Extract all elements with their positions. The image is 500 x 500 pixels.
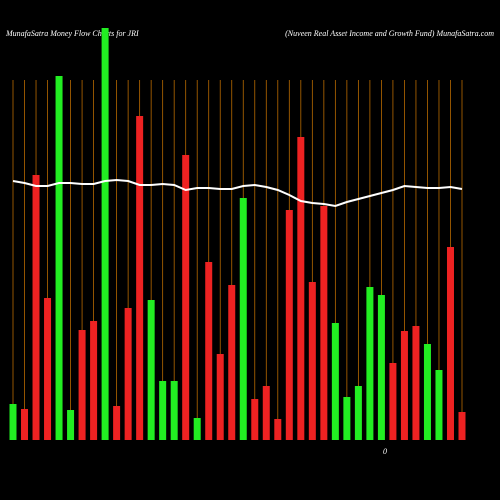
bar: [331, 323, 339, 440]
bar: [205, 262, 213, 440]
bar: [55, 76, 63, 440]
bar: [343, 397, 351, 440]
bar: [389, 363, 397, 440]
bar: [446, 247, 454, 440]
bar: [113, 406, 121, 440]
bar: [159, 381, 167, 440]
bar: [400, 331, 408, 440]
bar: [228, 285, 236, 440]
bar: [297, 137, 305, 440]
bar: [21, 409, 29, 440]
bar: [320, 206, 328, 440]
bar: [366, 287, 374, 440]
chart-title: MunafaSatra Money Flow Charts for JRI: [5, 29, 139, 38]
bar: [101, 28, 109, 440]
bar: [251, 399, 259, 440]
chart-subtitle: (Nuveen Real Asset Income and Growth Fun…: [285, 29, 494, 38]
bar: [239, 198, 247, 440]
bar: [458, 412, 466, 440]
bar: [354, 386, 362, 440]
bar: [136, 116, 144, 440]
bar: [377, 295, 385, 440]
bar: [32, 175, 40, 440]
bar: [423, 344, 431, 440]
bar: [170, 381, 178, 440]
bar: [44, 298, 52, 440]
bar: [90, 321, 98, 440]
bar: [147, 300, 155, 440]
y-tick-label: 0: [383, 447, 387, 456]
bar: [9, 404, 17, 440]
bar: [78, 330, 86, 440]
bar: [124, 308, 132, 440]
bar: [308, 282, 316, 440]
bar: [262, 386, 270, 440]
bar: [274, 419, 282, 440]
bar: [412, 326, 420, 440]
bar: [67, 410, 75, 440]
bar: [216, 354, 224, 440]
bar: [182, 155, 190, 440]
bar: [435, 370, 443, 440]
bar: [285, 210, 293, 440]
bar: [193, 418, 201, 440]
money-flow-line: [12, 178, 463, 208]
